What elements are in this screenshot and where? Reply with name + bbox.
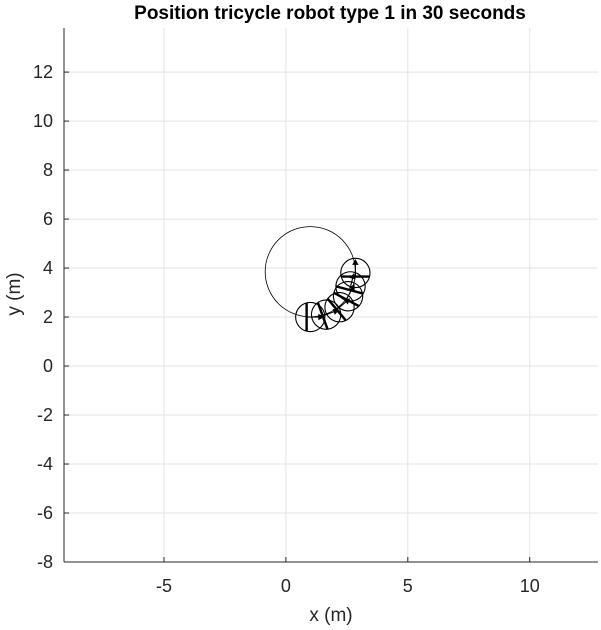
robot-front-wheel bbox=[352, 259, 359, 265]
y-tick-label: 2 bbox=[43, 307, 53, 327]
y-tick-label: 8 bbox=[43, 160, 53, 180]
y-tick-label: -8 bbox=[37, 552, 53, 572]
y-tick-label: -2 bbox=[37, 405, 53, 425]
y-tick-label: 12 bbox=[33, 62, 53, 82]
y-tick-label: -6 bbox=[37, 503, 53, 523]
x-tick-label: -5 bbox=[156, 576, 172, 596]
x-tick-label: 0 bbox=[281, 576, 291, 596]
trajectory bbox=[264, 226, 356, 318]
chart-title: Position tricycle robot type 1 in 30 sec… bbox=[134, 3, 526, 24]
y-axis-label: y (m) bbox=[4, 272, 25, 315]
robot-pose bbox=[310, 299, 342, 330]
robot-body bbox=[295, 301, 326, 333]
robot-poses bbox=[295, 257, 371, 333]
y-tick-label: 0 bbox=[43, 356, 53, 376]
robot-body bbox=[332, 281, 364, 312]
axes bbox=[63, 28, 598, 563]
y-tick-label: 6 bbox=[43, 209, 53, 229]
x-tick-label: 10 bbox=[520, 576, 540, 596]
trajectory-path bbox=[264, 226, 356, 318]
y-tick-label: 10 bbox=[33, 111, 53, 131]
robot-pose bbox=[295, 301, 326, 333]
x-tick-label: 5 bbox=[403, 576, 413, 596]
robot-body bbox=[335, 271, 366, 302]
robot-front-wheel bbox=[318, 313, 325, 321]
robot-body bbox=[310, 299, 342, 330]
y-tick-label: -4 bbox=[37, 454, 53, 474]
robot-body bbox=[340, 257, 371, 289]
robot-pose bbox=[335, 271, 366, 302]
robot-pose bbox=[340, 257, 371, 289]
robot-body bbox=[324, 292, 355, 323]
x-axis-label: x (m) bbox=[309, 605, 352, 626]
tick-labels: -5 0 5 10 -8 -6 -4 -2 0 2 4 6 8 10 12 bbox=[33, 62, 540, 596]
y-tick-label: 4 bbox=[43, 258, 53, 278]
